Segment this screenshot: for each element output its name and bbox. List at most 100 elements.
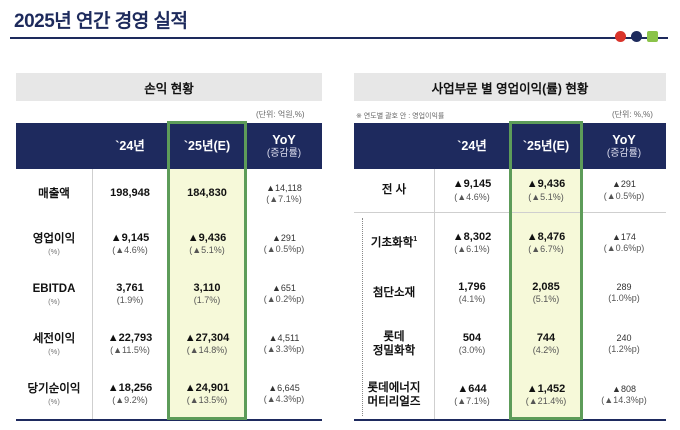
v25-value: 3,110 (1.7%): [194, 282, 221, 307]
left-row-label: 당기순이익 (%): [16, 369, 92, 419]
left-divider-1: [92, 169, 93, 420]
left-highlight-fill: [168, 123, 246, 420]
left-cell-yoy: ▲651 (▲0.2%p): [246, 269, 322, 319]
v25-sub: (▲13.5%): [186, 395, 228, 406]
right-row-label: 기초화학1: [354, 218, 434, 268]
yoy-main: ▲174: [612, 231, 636, 242]
left-yoy-sub: (증감률): [266, 147, 302, 159]
v24-main: 1,796: [458, 280, 486, 293]
yoy-main: 240: [616, 332, 632, 343]
v25-sub: (▲14.8%): [186, 345, 228, 356]
row-label-text: 영업이익 (%): [33, 232, 75, 256]
v25-sub: (▲6.7%): [528, 244, 564, 255]
yoy-main: ▲291: [612, 179, 636, 190]
right-cell-yoy: 240 (1.2%p): [582, 318, 666, 370]
left-row-label: 세전이익 (%): [16, 319, 92, 369]
left-row-label: 매출액: [16, 169, 92, 219]
left-col-25: `25년(E): [168, 123, 246, 169]
right-yoy-label: YoY: [612, 132, 636, 147]
yoy-value: ▲4,511 (▲3.3%p): [264, 333, 304, 356]
yoy-main: 289: [616, 281, 632, 292]
v24-main: 3,761: [116, 281, 144, 294]
v25-value: ▲27,304 (▲14.8%): [185, 332, 230, 357]
yoy-sub: (▲4.3%p): [263, 394, 305, 404]
v25-sub: (5.1%): [532, 294, 560, 305]
right-sub-bracket: [362, 218, 363, 416]
left-bottom-rule: [16, 419, 322, 421]
v25-value: ▲1,452 (▲21.4%): [526, 383, 566, 408]
v25-main: 2,085: [532, 280, 560, 293]
yoy-main: ▲4,511: [268, 332, 300, 343]
right-highlight-fill: [510, 123, 582, 420]
right-note: ※ 연도별 괄호 안 : 영업이익률: [356, 113, 445, 120]
v24-main: 198,948: [110, 187, 150, 200]
v25-value: ▲8,476 (▲6.7%): [527, 231, 565, 256]
right-panel-heading: 사업부문 별 영업이익(률) 현황: [354, 73, 666, 101]
v24-main: ▲22,793: [107, 331, 153, 344]
v25-sub: (1.7%): [193, 295, 221, 306]
v24-main: ▲644: [457, 382, 487, 395]
v25-main: ▲8,476: [526, 230, 566, 243]
row-label: 영업이익: [32, 233, 76, 246]
row-label-line2: 머티리얼즈: [367, 396, 421, 408]
right-bottom-rule: [354, 419, 666, 421]
v24-value: 1,796 (4.1%): [458, 281, 486, 306]
right-cell-25: 744 (4.2%): [510, 318, 582, 370]
left-cell-yoy: ▲14,118 (▲7.1%): [246, 169, 322, 219]
v25-main: 184,830: [187, 187, 227, 200]
left-cell-24: ▲9,145 (▲4.6%): [92, 219, 168, 269]
row-label-line2: 정밀화학: [372, 345, 416, 357]
v25-main: ▲27,304: [184, 331, 230, 344]
row-label: 당기순이익: [27, 383, 81, 396]
left-row-label: 영업이익 (%): [16, 219, 92, 269]
left-cell-25: 3,110 (1.7%): [168, 269, 246, 319]
v24-value: ▲644 (▲7.1%): [454, 383, 489, 408]
right-col-24: `24년: [434, 123, 510, 169]
right-cell-yoy: ▲291 (▲0.5%p): [582, 169, 666, 212]
right-2025-highlight-box: [509, 121, 583, 420]
yoy-value: ▲651 (▲0.2%p): [264, 283, 304, 306]
row-label-text: 당기순이익 (%): [28, 382, 81, 406]
v25-sub: (▲5.1%): [528, 191, 564, 202]
row-label: 롯데에너지: [367, 381, 421, 394]
v24-value: 504 (3.0%): [459, 332, 486, 357]
v25-value: ▲24,901 (▲13.5%): [185, 382, 230, 407]
yoy-value: ▲291 (▲0.5%p): [264, 233, 304, 256]
left-yoy-label: YoY: [272, 132, 296, 147]
yoy-value: ▲291 (▲0.5%p): [604, 179, 644, 202]
v24-value: ▲9,145 (▲4.6%): [111, 232, 149, 257]
v25-main: ▲9,436: [187, 231, 227, 244]
row-label-text: 전 사: [382, 183, 406, 197]
row-label-text: 세전이익 (%): [33, 332, 75, 356]
yoy-value: ▲6,645 (▲4.3%p): [264, 383, 304, 406]
row-label-pct: (%): [48, 396, 60, 406]
right-col-yoy: YoY (증감률): [582, 123, 666, 169]
yoy-sub: (▲14.3%p): [601, 395, 647, 405]
v25-sub: (▲5.1%): [189, 245, 225, 256]
v25-main: ▲1,452: [526, 382, 566, 395]
v25-sub: (▲21.4%): [525, 396, 567, 407]
left-cell-25: ▲9,436 (▲5.1%): [168, 219, 246, 269]
left-cell-24: 198,948: [92, 169, 168, 219]
right-col-25: `25년(E): [510, 123, 582, 169]
right-yoy-sub: (증감률): [606, 147, 642, 159]
row-label-text: 첨단소재: [373, 286, 415, 300]
row-label-pct: (%): [48, 296, 60, 306]
v25-main: 744: [536, 331, 556, 344]
left-panel-heading: 손익 현황: [16, 73, 322, 101]
yoy-main: ▲651: [272, 282, 296, 293]
left-cell-25: 184,830: [168, 169, 246, 219]
yoy-value: ▲174 (▲0.6%p): [604, 232, 644, 255]
row-label-text: 기초화학1: [371, 236, 417, 250]
yoy-sub: (▲0.5%p): [263, 244, 305, 254]
left-cell-yoy: ▲291 (▲0.5%p): [246, 219, 322, 269]
row-label-text: 롯데 정밀화학: [373, 330, 415, 359]
brand-dots: [615, 31, 658, 42]
right-cell-24: 504 (3.0%): [434, 318, 510, 370]
left-row-label: EBITDA (%): [16, 269, 92, 319]
v25-value: ▲9,436 (▲5.1%): [188, 232, 226, 257]
v25-main: ▲9,436: [526, 178, 566, 190]
red-dot-icon: [615, 31, 626, 42]
